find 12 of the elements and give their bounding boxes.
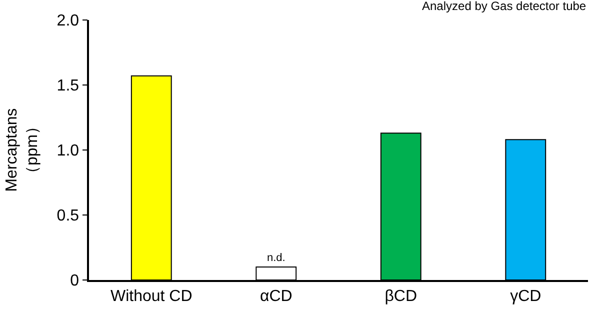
- x-tick-label: αCD: [260, 288, 292, 305]
- y-axis-title: Mercaptans （ppm）: [3, 108, 42, 192]
- text: Analyzed by Gas detector tube: [422, 0, 586, 13]
- y-tick-label: 1.0: [56, 142, 80, 160]
- x-tick-label: γCD: [510, 288, 542, 305]
- y-tick-label: 0.5: [56, 208, 80, 225]
- y-tick-label: 0: [70, 272, 80, 290]
- data-label: n.d.: [266, 252, 286, 264]
- y-tick-label: 1.5: [56, 78, 80, 95]
- x-tick-label: βCD: [384, 288, 418, 305]
- x-tick-label: Without CD: [110, 288, 192, 305]
- y-tick-label: 2.0: [56, 12, 80, 30]
